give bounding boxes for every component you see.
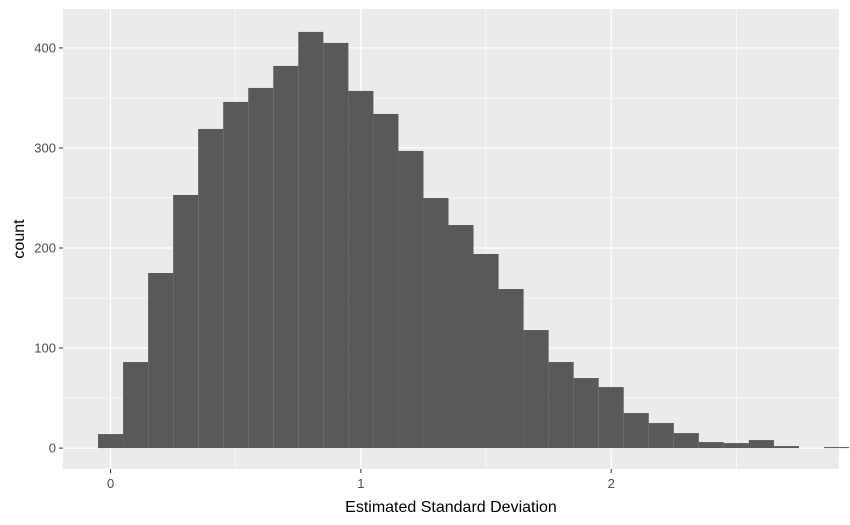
histogram-bar [723,443,749,449]
histogram-bar [248,87,274,449]
histogram-bar [473,254,499,449]
histogram-bar [698,442,724,449]
histogram-bar [348,90,374,449]
histogram-bar [773,446,799,449]
histogram-bar [598,387,624,449]
x-tick-label: 2 [608,476,615,491]
histogram-bar [498,289,524,449]
y-tick-label: 200 [34,241,56,256]
y-tick-label: 300 [34,140,56,155]
histogram-bar [623,413,649,449]
histogram-bar [298,31,324,449]
histogram-bar [423,197,449,449]
histogram-bar [173,194,199,449]
y-tick-label: 400 [34,40,56,55]
histogram-bar [548,362,574,449]
histogram-bar [523,330,549,449]
histogram-bar [673,433,699,449]
histogram-bar [323,42,349,449]
x-tick-label: 1 [357,476,364,491]
y-axis-ticks: 0 100 200 300 400 [34,40,63,456]
histogram-bar [573,378,599,449]
histogram-bar [223,101,249,449]
histogram-bar [273,65,299,449]
histogram-bar [823,447,850,449]
histogram-bar [98,434,124,449]
histogram-bar [123,362,149,449]
histogram-bar [148,273,174,449]
x-axis-ticks: 0 1 2 [107,469,615,491]
histogram-bars [98,31,850,449]
y-tick-label: 0 [49,441,56,456]
histogram-bar [648,423,674,449]
histogram-bar [448,224,474,449]
x-axis-title: Estimated Standard Deviation [345,499,557,516]
x-tick-label: 0 [107,476,114,491]
histogram-bar [748,440,774,449]
histogram-bar [198,128,224,449]
y-axis-title: count [11,219,28,259]
histogram-bar [398,150,424,449]
y-tick-label: 100 [34,341,56,356]
histogram-bar [373,113,399,449]
